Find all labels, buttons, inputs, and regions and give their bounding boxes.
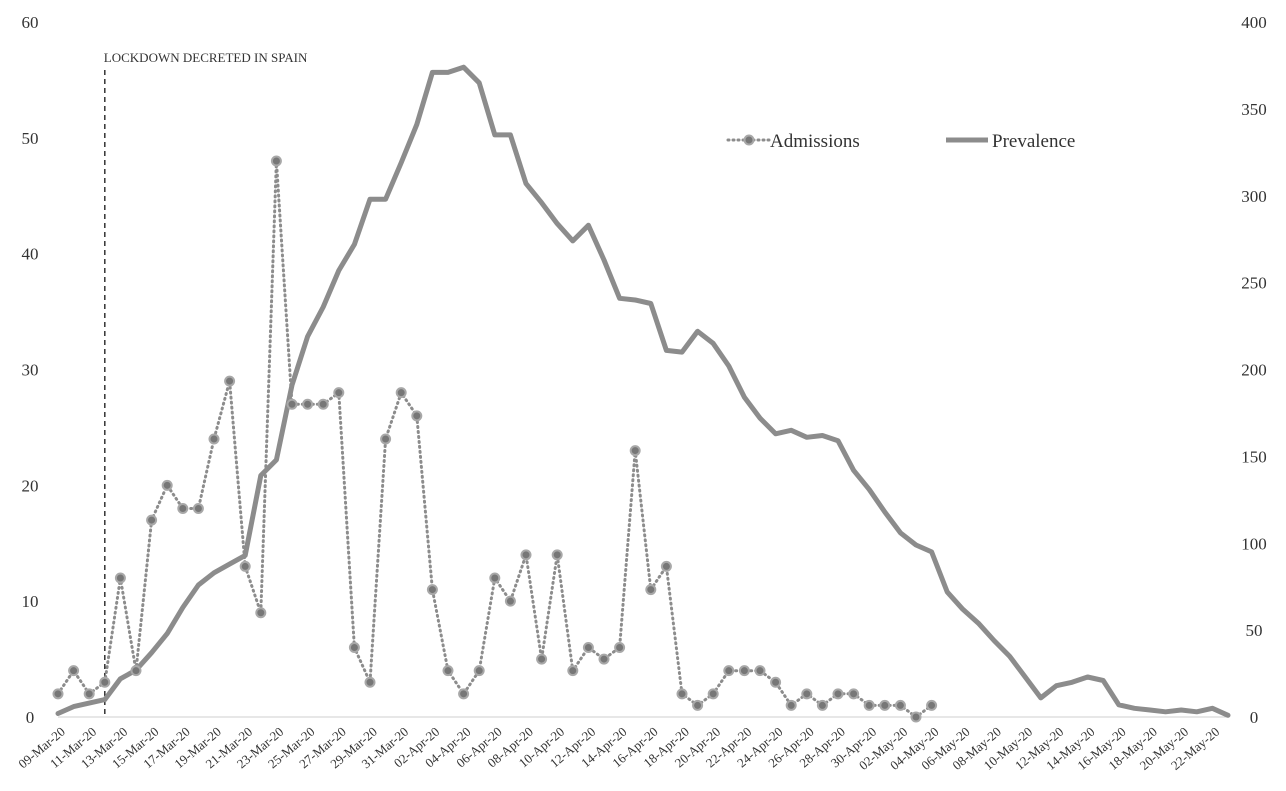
left-y-axis: 0 10 20 30 40 50 60: [22, 13, 39, 727]
admissions-point: [333, 387, 345, 399]
admissions-point: [629, 445, 641, 457]
admissions-point: [473, 665, 485, 677]
admissions-point: [239, 560, 251, 572]
right-tick-label: 0: [1250, 708, 1259, 727]
admissions-point: [723, 665, 735, 677]
prevalence-line: [55, 64, 1231, 718]
admissions-point: [582, 642, 594, 653]
admissions-point: [645, 584, 657, 596]
right-tick-label: 250: [1241, 274, 1267, 293]
admissions-point: [192, 503, 204, 514]
admissions-point: [302, 398, 314, 410]
admissions-point: [832, 688, 844, 700]
admissions-point: [676, 688, 688, 700]
right-tick-label: 200: [1241, 361, 1267, 380]
left-tick-label: 0: [26, 708, 35, 727]
admissions-point: [364, 676, 376, 688]
admissions-point: [692, 699, 704, 711]
admissions-point: [848, 688, 860, 700]
right-y-axis: 0 50 100 150 200 250 300 350 400: [1241, 13, 1267, 727]
admissions-point: [442, 665, 454, 677]
admissions-point: [161, 479, 173, 491]
admissions-point: [380, 433, 392, 445]
admissions-point: [660, 560, 672, 572]
admissions-point: [317, 398, 329, 410]
admissions-point: [770, 676, 782, 688]
admissions-point: [489, 572, 501, 584]
admissions-point: [863, 699, 875, 711]
admissions-point: [208, 433, 220, 445]
lockdown-annotation: LOCKDOWN DECRETED IN SPAIN: [104, 50, 308, 65]
admissions-point: [224, 375, 236, 387]
admissions-point: [395, 387, 407, 399]
right-tick-label: 400: [1241, 13, 1267, 32]
admissions-point: [270, 155, 282, 167]
admissions-point: [411, 410, 423, 422]
admissions-point: [598, 653, 610, 665]
admissions-point: [926, 699, 938, 711]
left-tick-label: 40: [22, 245, 39, 264]
admissions-point: [738, 665, 750, 677]
admissions-point: [177, 503, 189, 514]
admissions-point: [520, 549, 532, 561]
left-tick-label: 30: [22, 361, 39, 380]
annotation-layer: LOCKDOWN DECRETED IN SPAIN: [104, 50, 308, 717]
admissions-point: [130, 665, 142, 677]
admissions-point: [83, 688, 95, 700]
x-axis: 09-Mar-2011-Mar-2013-Mar-2015-Mar-2017-M…: [15, 716, 1228, 773]
admissions-point: [68, 665, 80, 677]
legend-prevalence-label: Prevalence: [992, 131, 1075, 152]
right-tick-label: 150: [1241, 447, 1267, 466]
left-tick-label: 60: [22, 13, 39, 32]
left-tick-label: 50: [22, 129, 39, 148]
admissions-point: [255, 607, 267, 619]
admissions-point: [754, 665, 766, 677]
admissions-point: [99, 676, 111, 688]
admissions-point: [426, 584, 438, 596]
admissions-point: [614, 642, 626, 653]
admissions-point: [458, 688, 470, 700]
admissions-point: [785, 699, 797, 711]
admissions-line: [56, 160, 934, 719]
admissions-point: [879, 699, 891, 711]
admissions-point: [816, 699, 828, 711]
right-tick-label: 350: [1241, 100, 1267, 119]
admissions-point: [286, 398, 298, 410]
admissions-point: [52, 688, 64, 700]
series-layer: [52, 64, 1231, 723]
admissions-point: [707, 688, 719, 700]
right-tick-label: 300: [1241, 187, 1267, 206]
right-tick-label: 100: [1241, 534, 1267, 553]
left-tick-label: 10: [22, 592, 39, 611]
admissions-point: [536, 653, 548, 665]
left-tick-label: 20: [22, 476, 39, 495]
right-tick-label: 50: [1246, 621, 1263, 640]
admissions-point: [551, 549, 563, 561]
admissions-point: [894, 699, 906, 711]
admissions-point: [567, 665, 579, 677]
legend: Admissions Prevalence: [726, 131, 1075, 152]
admissions-point: [348, 642, 360, 653]
admissions-point: [114, 572, 126, 584]
admissions-point: [146, 514, 158, 526]
admissions-point: [801, 688, 813, 700]
legend-admissions-label: Admissions: [770, 131, 860, 152]
admissions-point: [910, 711, 922, 723]
admissions-point: [504, 595, 516, 607]
legend-admissions-marker: [743, 134, 755, 146]
